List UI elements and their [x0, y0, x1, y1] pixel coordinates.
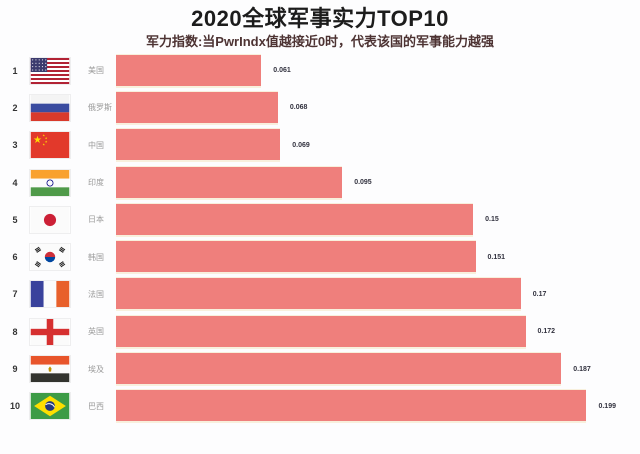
chart-row: 2 俄罗斯 0.068: [0, 89, 616, 126]
chart-row: 7 法国 0.17: [0, 276, 616, 313]
country-label: 美国: [88, 66, 104, 76]
bar-area: 0.187: [116, 350, 616, 387]
rank-label: 8: [12, 326, 18, 337]
rank-label: 4: [12, 177, 18, 188]
chart-row: 4 印度 0.095: [0, 164, 616, 201]
bar-area: 0.061: [116, 52, 616, 89]
chart-row: 1 美国 0.061: [0, 52, 616, 89]
country-label: 法国: [88, 289, 104, 299]
chart-row: 8 英国 0.172: [0, 313, 616, 350]
france-flag-icon: [30, 281, 70, 308]
country-label: 埃及: [88, 364, 104, 374]
bar: [116, 352, 562, 387]
value-label: 0.187: [573, 365, 591, 373]
country-label: 日本: [88, 215, 104, 225]
bar: [116, 277, 521, 312]
bar: [116, 128, 281, 163]
value-label: 0.061: [273, 67, 291, 75]
bar: [116, 53, 262, 88]
bar: [116, 202, 474, 237]
value-label: 0.17: [532, 290, 547, 298]
chart-row: 6 韩国 0.151: [0, 238, 616, 275]
rank-label: 7: [12, 289, 18, 300]
chart-row: 10 巴西 0.199: [0, 388, 616, 425]
bar-area: 0.199: [116, 388, 616, 425]
rank-label: 5: [12, 214, 18, 225]
usa-flag-icon: [30, 57, 70, 84]
value-label: 0.199: [598, 402, 616, 410]
rank-label: 1: [12, 65, 18, 76]
value-label: 0.151: [487, 253, 506, 261]
rank-label: 9: [12, 364, 18, 375]
country-label: 印度: [88, 178, 104, 188]
bar-area: 0.151: [116, 238, 616, 275]
bar-area: 0.17: [116, 276, 616, 313]
country-label: 中国: [88, 140, 104, 150]
bar-area: 0.172: [116, 313, 616, 350]
country-label: 韩国: [88, 252, 104, 262]
chart-row: 3 中国 0.069: [0, 127, 616, 164]
chart-title: 2020全球军事实力TOP10: [191, 6, 449, 31]
japan-flag-icon: [30, 206, 70, 233]
rank-label: 3: [12, 140, 18, 151]
egypt-flag-icon: [30, 356, 70, 383]
bar: [116, 314, 526, 349]
value-label: 0.069: [292, 141, 310, 149]
korea-flag-icon: [30, 244, 70, 271]
chart-row: 9 埃及 0.187: [0, 350, 616, 387]
value-label: 0.172: [537, 328, 556, 336]
rank-label: 10: [9, 401, 20, 412]
bar-area: 0.095: [116, 164, 616, 201]
value-label: 0.068: [289, 104, 308, 112]
russia-flag-icon: [30, 94, 70, 121]
brazil-flag-icon: [30, 393, 70, 420]
india-flag-icon: [30, 169, 70, 196]
china-flag-icon: [30, 132, 70, 159]
bar-chart: 1 美国 0.061 2 俄罗斯 0.068 3 中国 0.069 4 印度 0…: [0, 52, 640, 425]
value-label: 0.15: [485, 216, 499, 224]
bar: [116, 165, 343, 200]
bar: [116, 90, 278, 125]
bar-area: 0.069: [116, 127, 616, 164]
bar-area: 0.15: [116, 201, 616, 238]
rank-label: 6: [12, 252, 18, 263]
chart-subtitle: 军力指数:当PwrIndx值越接近0时，代表该国的军事能力越强: [145, 34, 495, 49]
country-label: 英国: [88, 327, 104, 337]
england-flag-icon: [30, 318, 70, 345]
rank-label: 2: [12, 102, 18, 113]
chart-row: 5 日本 0.15: [0, 201, 616, 238]
value-label: 0.095: [354, 179, 372, 187]
bar: [116, 240, 476, 275]
chart-header: 2020全球军事实力TOP10 军力指数:当PwrIndx值越接近0时，代表该国…: [0, 0, 640, 50]
bar: [116, 389, 587, 424]
country-label: 俄罗斯: [88, 103, 112, 113]
country-label: 巴西: [88, 401, 104, 411]
bar-area: 0.068: [116, 89, 616, 126]
